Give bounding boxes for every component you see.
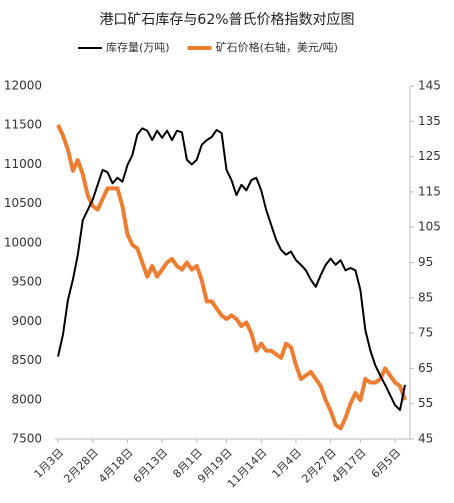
y-tick-label: 8500 xyxy=(11,353,42,367)
x-tick-label: 6月5日 xyxy=(369,446,404,481)
series-line xyxy=(57,127,406,411)
y-tick-label: 9000 xyxy=(11,314,42,328)
y2-tick-label: 145 xyxy=(418,79,441,93)
legend-label: 矿石价格(右轴，美元/吨) xyxy=(216,40,338,54)
y2-tick-label: 95 xyxy=(418,255,433,269)
y-tick-label: 9500 xyxy=(11,275,42,289)
x-tick-label: 4月18日 xyxy=(96,446,136,486)
y2-tick-label: 135 xyxy=(418,114,441,128)
y-tick-label: 8000 xyxy=(11,392,42,406)
y2-tick-label: 65 xyxy=(418,361,433,375)
y2-tick-label: 125 xyxy=(418,149,441,163)
y2-tick-label: 45 xyxy=(418,432,433,446)
y2-tick-label: 75 xyxy=(418,326,433,340)
y2-tick-label: 115 xyxy=(418,184,441,198)
series-line xyxy=(56,123,407,431)
x-tick-label: 2月28日 xyxy=(61,446,101,486)
y-tick-label: 7500 xyxy=(11,432,42,446)
y2-tick-label: 85 xyxy=(418,290,433,304)
y-tick-label: 10000 xyxy=(4,235,42,249)
y-tick-label: 12000 xyxy=(4,79,42,93)
y-tick-label: 10500 xyxy=(4,196,42,210)
legend-label: 库存量(万吨) xyxy=(106,40,170,54)
y-tick-label: 11500 xyxy=(4,118,42,132)
y2-tick-label: 55 xyxy=(418,396,433,410)
y-tick-label: 11000 xyxy=(4,157,42,171)
chart-title: 港口矿石库存与62%普氏价格指数对应图 xyxy=(99,11,354,28)
x-tick-label: 6月13日 xyxy=(131,446,171,486)
y2-tick-label: 105 xyxy=(418,220,441,234)
